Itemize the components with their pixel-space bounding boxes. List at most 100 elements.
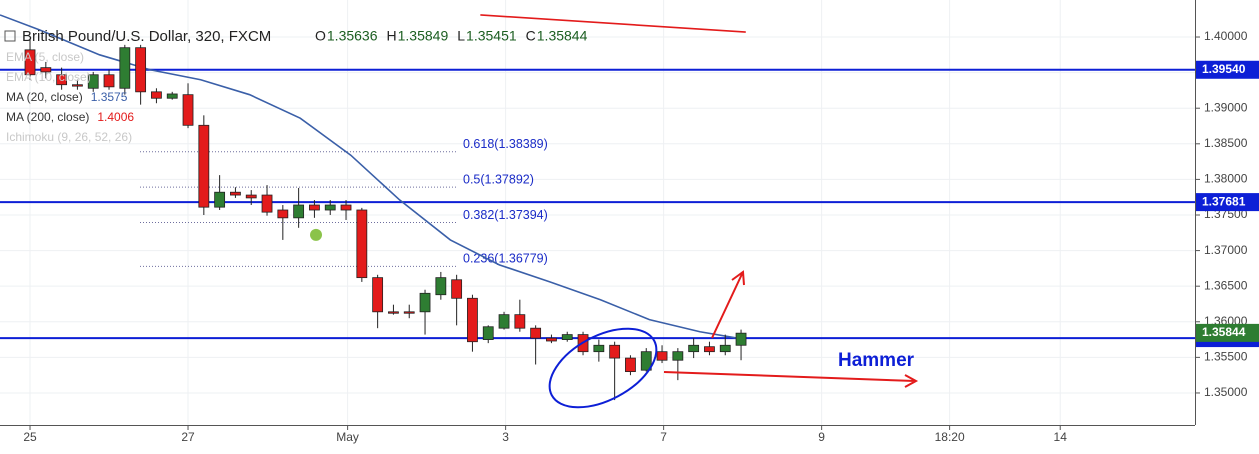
- candle-body: [419, 292, 431, 313]
- candle-body: [198, 124, 210, 208]
- candle-body: [451, 279, 463, 299]
- candle-body: [561, 334, 573, 340]
- x-tick-label: 27: [181, 430, 195, 444]
- candle-body: [40, 67, 52, 73]
- candle-body: [625, 357, 636, 373]
- y-tick-label: 1.40000: [1204, 29, 1248, 43]
- candle-body: [230, 191, 241, 196]
- ohlc-key: H: [387, 28, 397, 44]
- candle-body: [182, 94, 194, 126]
- candle-body: [546, 337, 557, 342]
- indicator-name: EMA (10, close): [6, 70, 91, 84]
- annotation-text: Hammer: [838, 350, 915, 371]
- indicator-value: 1.3575: [91, 90, 128, 104]
- y-tick-label: 1.38500: [1204, 136, 1248, 150]
- marker-dot: [310, 228, 323, 241]
- ohlc-value: 1.35844: [537, 28, 588, 44]
- candle-body: [24, 49, 36, 76]
- candle-body: [388, 311, 399, 314]
- candle-body: [498, 314, 510, 329]
- y-tick-label: 1.36500: [1204, 278, 1248, 292]
- ohlc-key: L: [457, 28, 465, 44]
- y-tick-label: 1.35000: [1204, 385, 1248, 399]
- candle-body: [656, 351, 668, 361]
- candle-body: [103, 74, 115, 88]
- x-tick-label: 18:20: [935, 430, 965, 444]
- indicator-name: MA (20, close): [6, 90, 83, 104]
- candle-body: [719, 344, 731, 353]
- ohlc-value: 1.35636: [327, 28, 378, 44]
- candle-body: [609, 344, 621, 359]
- candle-body: [166, 93, 178, 99]
- x-tick-label: 7: [660, 430, 667, 444]
- candle-body: [135, 47, 147, 93]
- candle-body: [214, 191, 226, 208]
- price-tag: [1196, 323, 1259, 342]
- candle-body: [245, 194, 257, 199]
- indicator-name: MA (200, close): [6, 110, 89, 124]
- indicator-name: EMA (5, close): [6, 50, 84, 64]
- fib-label: 0.5(1.37892): [463, 172, 534, 186]
- fib-label: 0.382(1.37394): [463, 208, 548, 222]
- candle-body: [293, 204, 305, 219]
- candle-body: [735, 332, 747, 346]
- y-tick-label: 1.35500: [1204, 350, 1248, 364]
- ohlc-key: O: [315, 28, 326, 44]
- symbol-title: British Pound/U.S. Dollar, 320, FXCM: [22, 28, 271, 45]
- candle-body: [672, 351, 684, 361]
- legend: British Pound/U.S. Dollar, 320, FXCM O 1.…: [4, 28, 588, 144]
- candle-body: [119, 47, 131, 89]
- candle-body: [688, 344, 700, 353]
- candle-body: [340, 204, 352, 211]
- ohlc-value: 1.35451: [466, 28, 517, 44]
- candle-body: [356, 209, 368, 279]
- candle-body: [309, 204, 320, 211]
- x-tick-label: 14: [1054, 430, 1068, 444]
- candle-body: [593, 344, 605, 353]
- hammer-ellipse: [548, 327, 658, 409]
- right-arrow: [663, 371, 919, 388]
- price-tag-label: 1.37681: [1202, 194, 1246, 208]
- candle-body: [151, 91, 162, 99]
- candle-body: [261, 194, 273, 213]
- price-tag-label: 1.35844: [1202, 325, 1246, 339]
- candle-body: [435, 277, 447, 296]
- candle-body: [403, 311, 415, 314]
- candle-body: [640, 351, 652, 371]
- plot: 0.618(1.38389) 0.5(1.37892) 0.382(1.37394)…: [0, 14, 1195, 401]
- candle-body: [467, 297, 478, 343]
- candle-body: [324, 204, 336, 211]
- arrows: [663, 270, 919, 388]
- ohlc-key: C: [526, 28, 536, 44]
- candle-body: [372, 277, 384, 313]
- candle-body: [514, 314, 526, 329]
- price-tag-label: 1.39540: [1202, 62, 1246, 76]
- x-tick-label: 25: [23, 430, 37, 444]
- fib-label: 0.236(1.36779): [463, 252, 548, 266]
- candle-body: [72, 84, 83, 87]
- candle-body: [56, 74, 68, 86]
- x-tick-label: 3: [502, 430, 509, 444]
- candle-body: [87, 74, 99, 89]
- candle-body: [277, 209, 289, 219]
- candle-body: [482, 326, 494, 340]
- y-tick-label: 1.38000: [1204, 172, 1248, 186]
- x-tick-label: May: [336, 430, 359, 444]
- indicator-value: 1.4006: [97, 110, 134, 124]
- price-tag: [1196, 60, 1259, 79]
- price-tag: [1196, 193, 1259, 212]
- indicator-name: Ichimoku (9, 26, 52, 26): [6, 130, 132, 144]
- ohlc-value: 1.35849: [398, 28, 449, 44]
- candle-body: [530, 327, 542, 339]
- y-tick-label: 1.39000: [1204, 100, 1248, 114]
- x-tick-label: 9: [818, 430, 825, 444]
- up-arrow: [711, 270, 745, 339]
- indicator-line: [480, 14, 746, 33]
- fib-label: 0.618(1.38389): [463, 137, 548, 151]
- collapse-icon: [4, 30, 16, 42]
- y-tick-label: 1.37000: [1204, 243, 1248, 257]
- candle-body: [704, 346, 715, 353]
